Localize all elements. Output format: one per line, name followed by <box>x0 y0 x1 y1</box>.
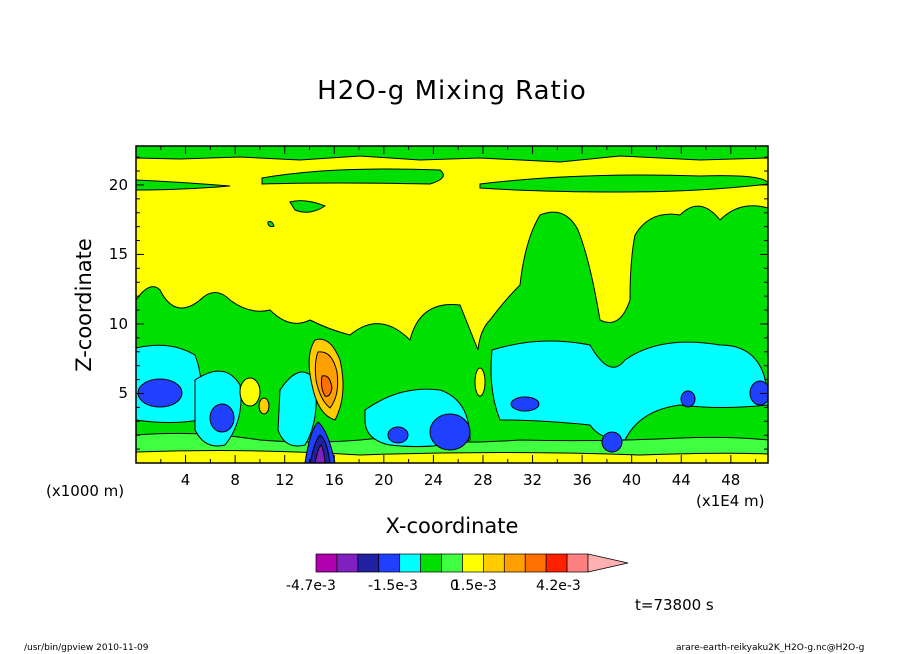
plot-frame <box>135 145 769 464</box>
x-tick-label: 44 <box>671 471 691 489</box>
x-tick-label: 48 <box>721 471 741 489</box>
colorbar-tick-label: -4.7e-3 <box>286 578 336 594</box>
colorbar-swatch <box>524 553 547 573</box>
x-unit-label: (x1E4 m) <box>696 492 765 510</box>
y-tick-label: 10 <box>108 314 128 333</box>
colorbar <box>315 553 629 573</box>
contour-region-blue-7 <box>680 390 696 408</box>
x-tick-label: 4 <box>180 471 191 489</box>
x-axis-label: X-coordinate <box>385 514 519 538</box>
colorbar-swatch <box>545 553 568 573</box>
x-tick-label: 16 <box>324 471 344 489</box>
contour-region-green-blob1 <box>289 200 327 213</box>
contour-field <box>136 146 768 463</box>
x-tick-label: 12 <box>275 471 295 489</box>
footer-right: arare-earth-reikyaku2K_H2O-g.nc@H2O-g <box>676 643 865 653</box>
contour-region-blue-2 <box>209 403 235 433</box>
contour-region-green-top <box>136 146 768 163</box>
y-unit-label: (x1000 m) <box>46 482 125 500</box>
contour-region-blue-6 <box>601 431 623 453</box>
x-tick-label: 28 <box>473 471 493 489</box>
y-tick-label: 15 <box>108 245 128 264</box>
colorbar-swatch <box>357 553 380 573</box>
chart-title: H2O-g Mixing Ratio <box>317 76 587 106</box>
colorbar-swatch <box>483 553 505 573</box>
colorbar-swatch <box>462 553 484 573</box>
colorbar-tick-label: 0 <box>450 578 459 594</box>
x-tick-label: 8 <box>230 471 240 489</box>
contour-region-blue-3 <box>387 426 409 444</box>
contour-region-green-stripe1 <box>261 168 444 185</box>
colorbar-tick-label: -1.5e-3 <box>368 578 418 594</box>
colorbar-swatch <box>315 553 338 573</box>
x-axis-ticks <box>160 146 757 463</box>
contour-region-cyan-right <box>490 340 768 441</box>
x-tick-label: 24 <box>423 471 443 489</box>
footer-left: /usr/bin/gpview 2010-11-09 <box>24 643 149 653</box>
colorbar-arrow <box>587 553 629 573</box>
contour-region-yellow-pocket1 <box>239 377 261 407</box>
contour-region-green-blob2 <box>267 221 275 228</box>
contour-region-yellow-bottom <box>136 450 768 463</box>
colorbar-swatch <box>566 553 589 573</box>
colorbar-tick-label: 1.5e-3 <box>452 578 497 594</box>
contour-region-gold-pocket1 <box>258 397 270 415</box>
colorbar-swatch <box>378 553 401 573</box>
colorbar-swatch <box>503 553 526 573</box>
contour-region-cyan-3 <box>277 371 317 447</box>
contour-region-green-stripe3 <box>136 179 231 191</box>
time-annotation: t=73800 s <box>635 596 714 614</box>
colorbar-tick-label: 4.2e-3 <box>536 578 581 594</box>
colorbar-swatch <box>441 553 463 573</box>
x-tick-label: 36 <box>572 471 592 489</box>
contour-region-blue-5 <box>510 396 540 412</box>
contour-region-blue-8 <box>749 380 768 406</box>
contour-region-blue-4 <box>429 413 471 451</box>
y-tick-label: 20 <box>108 175 128 194</box>
contour-region-darkorange <box>320 375 333 397</box>
y-tick-label: 5 <box>118 384 128 403</box>
y-axis-ticks <box>136 156 768 450</box>
x-tick-label: 20 <box>374 471 394 489</box>
colorbar-swatch <box>336 553 359 573</box>
contour-region-blue-1 <box>137 378 183 408</box>
x-tick-label: 40 <box>622 471 642 489</box>
x-tick-label: 32 <box>523 471 543 489</box>
colorbar-swatch <box>420 553 442 573</box>
contour-region-yellow-pocket2 <box>474 367 486 397</box>
colorbar-swatch <box>399 553 421 573</box>
contour-region-purple-core <box>314 444 326 463</box>
